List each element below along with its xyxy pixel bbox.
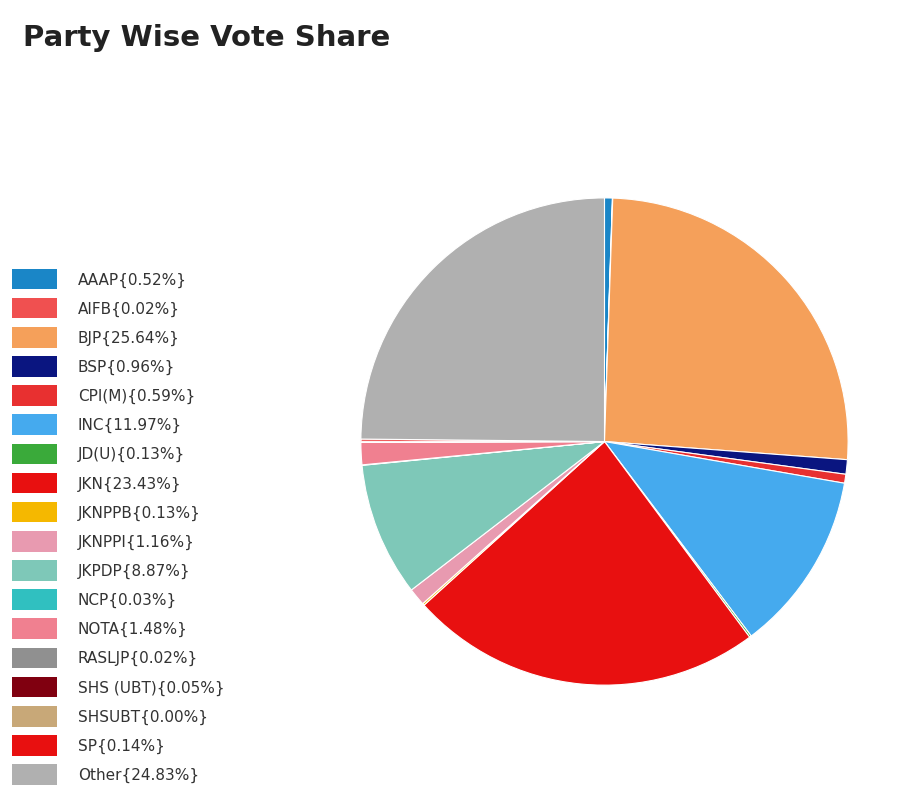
FancyBboxPatch shape <box>12 269 57 290</box>
Wedge shape <box>423 442 604 606</box>
FancyBboxPatch shape <box>12 706 57 727</box>
Text: BJP{25.64%}: BJP{25.64%} <box>78 330 180 345</box>
Wedge shape <box>361 440 604 442</box>
FancyBboxPatch shape <box>12 444 57 465</box>
Wedge shape <box>412 442 604 604</box>
FancyBboxPatch shape <box>12 764 57 785</box>
FancyBboxPatch shape <box>12 473 57 494</box>
Wedge shape <box>604 199 848 460</box>
FancyBboxPatch shape <box>12 560 57 581</box>
Text: JKN{23.43%}: JKN{23.43%} <box>78 476 182 491</box>
FancyBboxPatch shape <box>12 648 57 668</box>
FancyBboxPatch shape <box>12 502 57 523</box>
FancyBboxPatch shape <box>12 298 57 319</box>
FancyBboxPatch shape <box>12 415 57 436</box>
Text: BSP{0.96%}: BSP{0.96%} <box>78 359 175 375</box>
Text: JKNPPB{0.13%}: JKNPPB{0.13%} <box>78 505 201 520</box>
Text: AAAP{0.52%}: AAAP{0.52%} <box>78 272 187 287</box>
Wedge shape <box>604 199 613 442</box>
Text: INC{11.97%}: INC{11.97%} <box>78 418 182 433</box>
Text: Other{24.83%}: Other{24.83%} <box>78 767 199 782</box>
Text: NCP{0.03%}: NCP{0.03%} <box>78 592 177 607</box>
Wedge shape <box>604 442 847 474</box>
FancyBboxPatch shape <box>12 619 57 639</box>
Text: AIFB{0.02%}: AIFB{0.02%} <box>78 301 180 316</box>
Text: Party Wise Vote Share: Party Wise Vote Share <box>23 24 390 52</box>
Wedge shape <box>604 442 751 637</box>
Wedge shape <box>361 199 604 442</box>
Wedge shape <box>362 442 604 466</box>
Text: NOTA{1.48%}: NOTA{1.48%} <box>78 621 188 637</box>
FancyBboxPatch shape <box>12 531 57 552</box>
Text: SHSUBT{0.00%}: SHSUBT{0.00%} <box>78 709 208 724</box>
FancyBboxPatch shape <box>12 590 57 610</box>
Text: RASLJP{0.02%}: RASLJP{0.02%} <box>78 650 198 666</box>
FancyBboxPatch shape <box>12 677 57 697</box>
FancyBboxPatch shape <box>12 328 57 348</box>
FancyBboxPatch shape <box>12 357 57 377</box>
Wedge shape <box>604 442 846 483</box>
Text: CPI(M){0.59%}: CPI(M){0.59%} <box>78 388 195 404</box>
Wedge shape <box>362 442 604 590</box>
Wedge shape <box>604 442 844 636</box>
Text: SHS (UBT){0.05%}: SHS (UBT){0.05%} <box>78 680 225 695</box>
Text: SP{0.14%}: SP{0.14%} <box>78 738 165 753</box>
Text: JKPDP{8.87%}: JKPDP{8.87%} <box>78 563 191 578</box>
Wedge shape <box>424 442 750 685</box>
FancyBboxPatch shape <box>12 735 57 756</box>
Wedge shape <box>604 199 613 442</box>
Wedge shape <box>361 442 604 466</box>
Text: JKNPPI{1.16%}: JKNPPI{1.16%} <box>78 534 195 549</box>
Text: JD(U){0.13%}: JD(U){0.13%} <box>78 447 185 462</box>
FancyBboxPatch shape <box>12 386 57 406</box>
